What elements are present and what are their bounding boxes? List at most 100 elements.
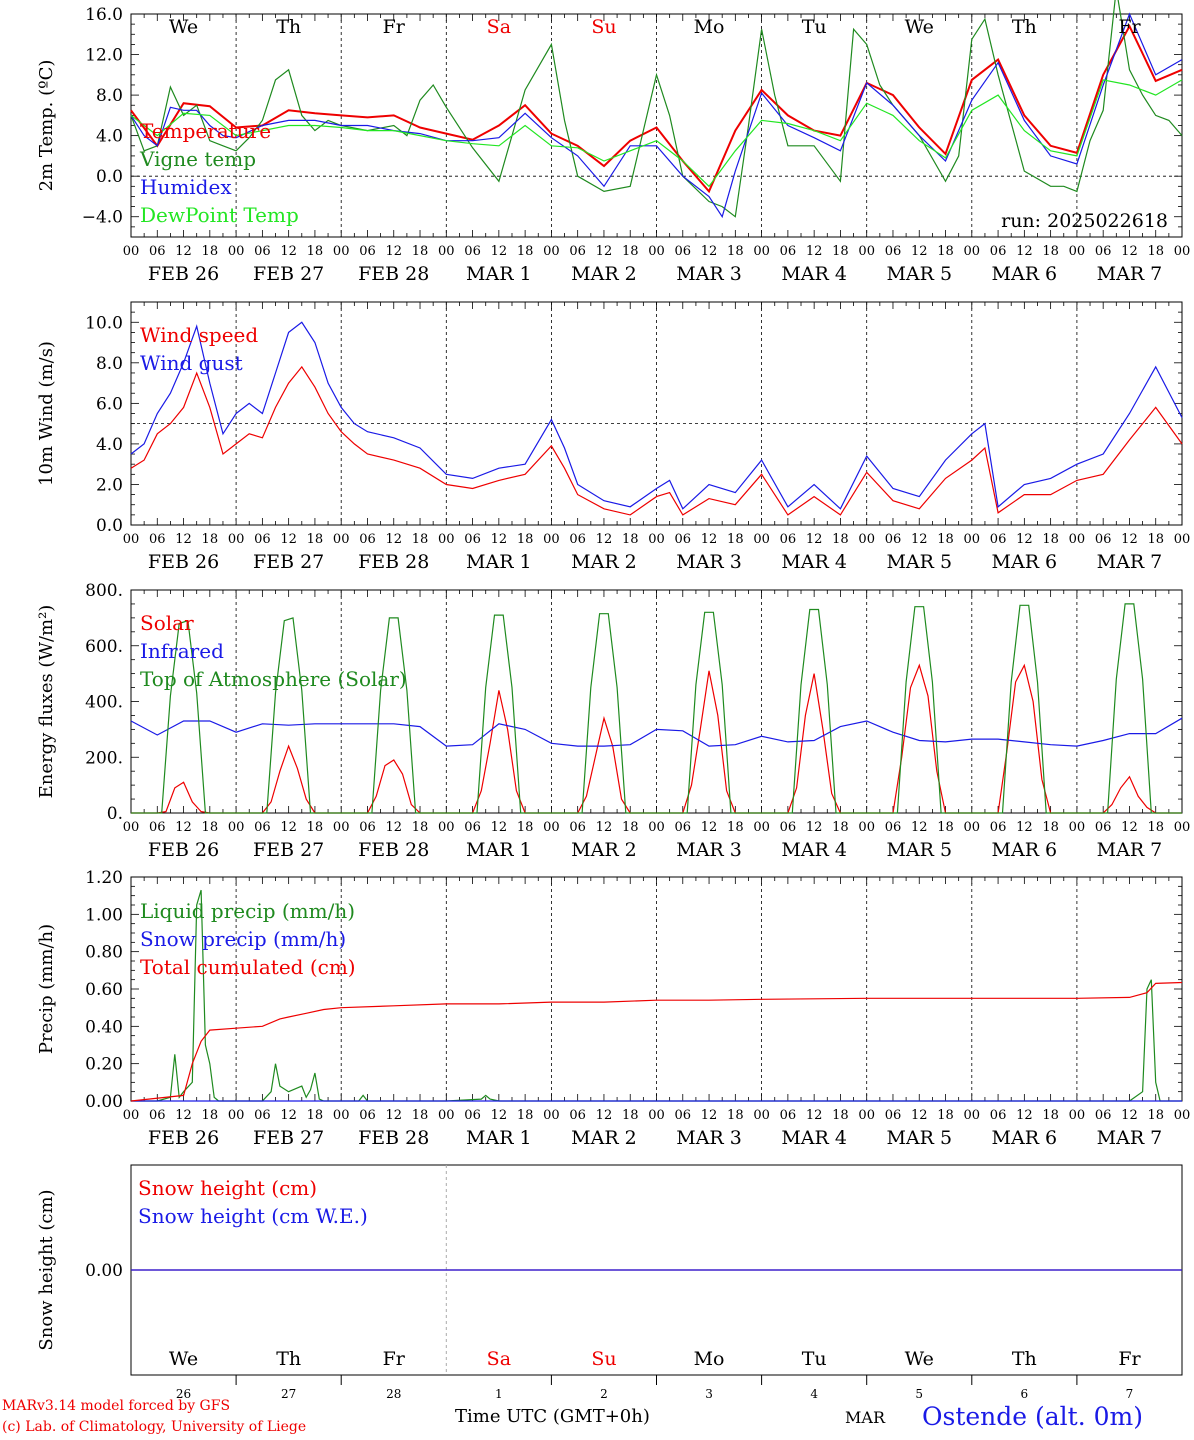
hour-label: 12 [280,532,297,547]
hour-label: 18 [937,244,954,259]
date-label: MAR 1 [466,839,532,861]
hour-label: 12 [280,820,297,835]
series-total-cumulated-cm [130,981,1183,1102]
y-tick-label: 8.0 [96,354,123,374]
hour-label: 18 [622,1108,639,1123]
legend-entry: Infrared [140,639,224,663]
hour-label: 00 [858,244,875,259]
hour-label: 18 [1042,820,1059,835]
hour-label: 00 [858,532,875,547]
hour-label: 00 [753,244,770,259]
hour-label: 06 [1095,1108,1112,1123]
hour-label: 06 [464,244,481,259]
hour-label: 12 [806,532,823,547]
date-label: FEB 26 [148,551,219,573]
hour-label: 12 [1121,532,1138,547]
hour-label: 12 [911,820,928,835]
hour-label: 18 [202,1108,219,1123]
hour-label: 18 [202,532,219,547]
hour-label: 18 [832,1108,849,1123]
y-tick-label: 2.0 [96,475,123,495]
day-number-label: 2 [600,1387,608,1401]
hour-label: 18 [1147,244,1164,259]
hour-label: 18 [517,532,534,547]
hour-label: 00 [753,1108,770,1123]
day-number-label: 6 [1021,1387,1029,1401]
hour-label: 18 [517,1108,534,1123]
date-label: MAR 3 [676,263,742,285]
weekday-label: Th [276,16,301,38]
y-tick-label: 0.20 [85,1055,123,1075]
hour-label: 18 [307,532,324,547]
series-wind-gust [130,321,1183,510]
hour-label: 00 [123,820,140,835]
time-axis-label: Time UTC (GMT+0h) [455,1406,650,1427]
hour-label: 18 [727,1108,744,1123]
month-label: MAR [845,1408,885,1427]
hour-label: 12 [385,532,402,547]
hour-label: 18 [307,244,324,259]
date-label: MAR 4 [781,839,847,861]
hour-label: 00 [438,244,455,259]
y-tick-label: 0.00 [85,1261,123,1281]
hour-label: 18 [832,244,849,259]
series-vigne-temp [130,0,1183,218]
hour-label: 18 [937,820,954,835]
hour-label: 06 [780,244,797,259]
hour-label: 18 [622,244,639,259]
y-tick-label: 400. [85,693,123,713]
y-tick-label: 0.80 [85,943,123,963]
hour-label: 18 [727,820,744,835]
hour-label: 06 [675,820,692,835]
hour-label: 06 [675,532,692,547]
legend-entry: Snow height (cm W.E.) [138,1204,368,1228]
weekday-label: We [905,1348,934,1370]
hour-label: 00 [543,244,560,259]
hour-label: 00 [648,820,665,835]
date-label: MAR 7 [1097,263,1163,285]
hour-label: 06 [990,820,1007,835]
hour-label: 00 [333,1108,350,1123]
hour-label: 00 [123,244,140,259]
hour-label: 00 [858,820,875,835]
hour-label: 18 [517,244,534,259]
weekday-label: Mo [694,16,725,38]
legend-entry: Wind speed [140,323,258,347]
weekday-label: Su [591,1348,616,1370]
hour-label: 18 [1042,244,1059,259]
hour-label: 06 [885,1108,902,1123]
hour-label: 00 [1069,1108,1086,1123]
date-label: MAR 5 [886,839,952,861]
hour-label: 12 [385,1108,402,1123]
hour-label: 12 [175,532,192,547]
date-label: FEB 27 [253,839,324,861]
hour-label: 06 [569,820,586,835]
hour-label: 06 [1095,532,1112,547]
hour-label: 06 [1095,244,1112,259]
date-label: MAR 5 [886,1127,952,1149]
hour-label: 00 [228,244,245,259]
y-tick-label: 0.0 [96,167,123,187]
y-tick-label: 0.0 [96,516,123,536]
hour-label: 18 [412,820,429,835]
hour-label: 18 [412,1108,429,1123]
hour-label: 00 [1174,820,1191,835]
hour-label: 00 [964,1108,981,1123]
hour-label: 12 [596,244,613,259]
hour-label: 12 [911,1108,928,1123]
y-tick-label: 1.20 [85,868,123,888]
hour-label: 00 [123,1108,140,1123]
hour-label: 12 [596,1108,613,1123]
date-label: MAR 6 [992,263,1058,285]
panel-frame [130,301,1183,526]
y-axis-label: 2m Temp. (ºC) [36,60,57,192]
hour-label: 06 [990,244,1007,259]
hour-label: 12 [280,1108,297,1123]
date-label: MAR 2 [571,839,637,861]
hour-label: 12 [911,532,928,547]
hour-label: 00 [543,820,560,835]
hour-label: 06 [254,244,271,259]
weekday-label: Fr [383,16,406,38]
y-tick-label: 200. [85,748,123,768]
copyright-credit: (c) Lab. of Climatology, University of L… [2,1419,307,1435]
